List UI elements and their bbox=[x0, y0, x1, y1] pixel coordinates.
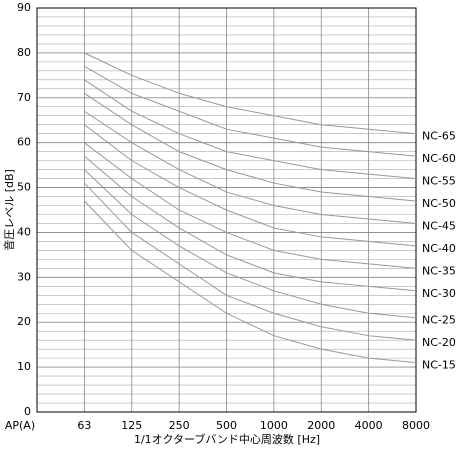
y-tick-label: 20 bbox=[17, 315, 31, 328]
y-tick-label: 0 bbox=[24, 405, 31, 418]
x-tick-label: 125 bbox=[121, 419, 142, 432]
plot-frame bbox=[36, 7, 417, 413]
nc-curve bbox=[84, 155, 417, 292]
curve-label: NC-20 bbox=[422, 336, 456, 349]
curve-label: NC-35 bbox=[422, 264, 456, 277]
nc-curve bbox=[84, 169, 417, 319]
y-tick-label: 50 bbox=[17, 181, 31, 194]
curve-label: NC-60 bbox=[422, 152, 456, 165]
x-tick-label: 8000 bbox=[402, 419, 430, 432]
y-tick-label: 80 bbox=[17, 46, 31, 59]
curve-label: NC-65 bbox=[422, 130, 456, 143]
curve-label: NC-55 bbox=[422, 175, 456, 188]
curve-label: NC-30 bbox=[422, 287, 456, 300]
nc-curve bbox=[84, 182, 417, 341]
curve-label: NC-50 bbox=[422, 197, 456, 210]
nc-curve bbox=[84, 52, 417, 135]
y-tick-label: 30 bbox=[17, 270, 31, 283]
x-tick-label: AP(A) bbox=[5, 419, 35, 432]
curve-label: NC-25 bbox=[422, 314, 456, 327]
y-tick-label: 10 bbox=[17, 360, 31, 373]
x-tick-label: 250 bbox=[169, 419, 190, 432]
nc-curve bbox=[84, 110, 417, 224]
x-tick-label: 4000 bbox=[355, 419, 383, 432]
x-tick-label: 500 bbox=[216, 419, 237, 432]
nc-curve bbox=[84, 79, 417, 180]
x-tick-label: 63 bbox=[77, 419, 91, 432]
nc-curve bbox=[84, 65, 417, 157]
nc-curve bbox=[84, 142, 417, 269]
nc-curve bbox=[84, 200, 417, 364]
curve-label: NC-40 bbox=[422, 242, 456, 255]
nc-curve bbox=[84, 124, 417, 247]
curve-label: NC-45 bbox=[422, 219, 456, 232]
x-tick-label: 1000 bbox=[260, 419, 288, 432]
curve-label: NC-15 bbox=[422, 359, 456, 372]
x-axis-label: 1/1オクターブバンド中心周波数 [Hz] bbox=[134, 432, 320, 446]
x-tick-label: 2000 bbox=[307, 419, 335, 432]
y-tick-label: 90 bbox=[17, 1, 31, 14]
y-axis-label: 音圧レベル [dB] bbox=[2, 169, 16, 251]
y-tick-label: 40 bbox=[17, 225, 31, 238]
nc-curve bbox=[84, 92, 417, 202]
y-tick-label: 70 bbox=[17, 91, 31, 104]
y-tick-label: 60 bbox=[17, 136, 31, 149]
